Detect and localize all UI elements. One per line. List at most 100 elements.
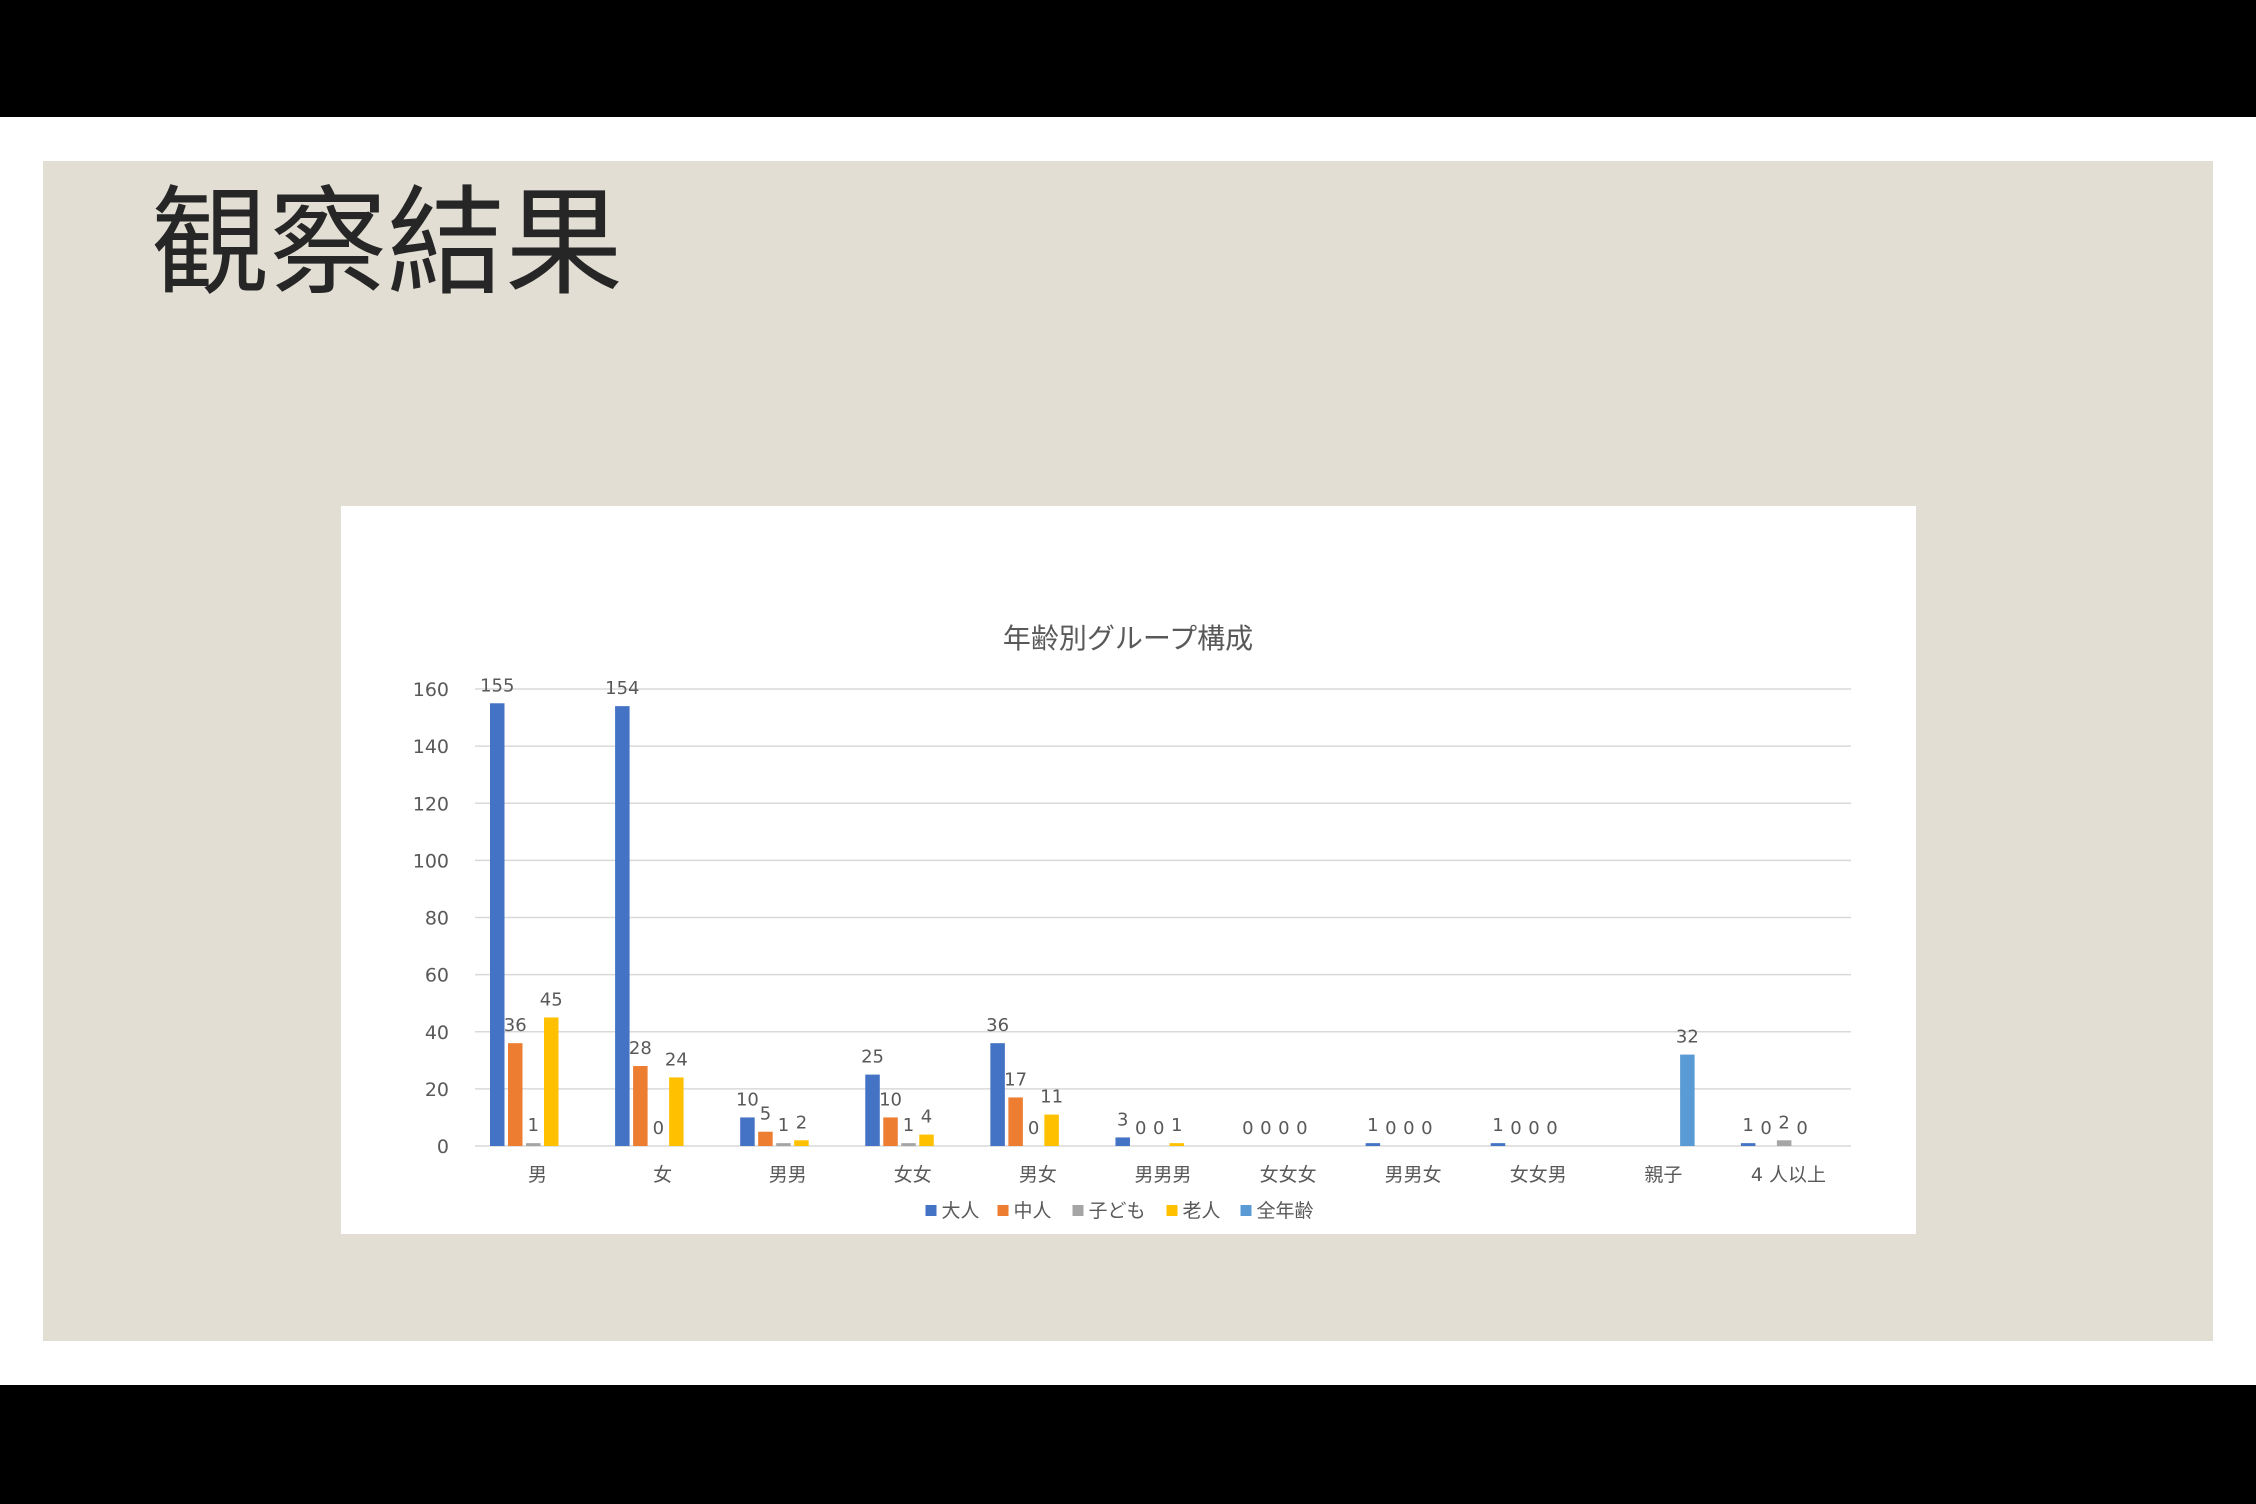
x-tick-label: 4 人以上 bbox=[1751, 1164, 1826, 1186]
bar bbox=[776, 1143, 791, 1146]
y-tick-label: 80 bbox=[425, 908, 449, 930]
bar bbox=[669, 1077, 684, 1146]
slide-title: 観察結果 bbox=[151, 174, 624, 312]
bar bbox=[1776, 1140, 1792, 1146]
data-label: 0 bbox=[1510, 1118, 1521, 1139]
bar bbox=[615, 706, 630, 1146]
data-label: 0 bbox=[1260, 1118, 1271, 1139]
data-label: 1 bbox=[1367, 1115, 1378, 1136]
data-label: 0 bbox=[1403, 1118, 1414, 1139]
bar bbox=[990, 1043, 1005, 1146]
data-label: 0 bbox=[1242, 1118, 1253, 1139]
bar bbox=[490, 703, 505, 1146]
data-label: 28 bbox=[629, 1038, 652, 1059]
bars bbox=[490, 703, 1792, 1146]
bar bbox=[633, 1066, 648, 1146]
legend-label: 全年齢 bbox=[1257, 1200, 1314, 1222]
y-tick-label: 40 bbox=[425, 1022, 449, 1044]
x-tick-label: 男男男 bbox=[1134, 1164, 1191, 1186]
data-label: 1 bbox=[1171, 1115, 1182, 1136]
data-label: 25 bbox=[861, 1047, 884, 1068]
legend-label: 中人 bbox=[1014, 1200, 1052, 1222]
x-tick-label: 女 bbox=[653, 1164, 672, 1186]
data-label: 1 bbox=[528, 1115, 539, 1136]
legend-swatch bbox=[1166, 1205, 1178, 1216]
y-tick-label: 160 bbox=[413, 679, 449, 701]
x-tick-label: 男男女 bbox=[1385, 1164, 1442, 1186]
x-tick-label: 親子 bbox=[1644, 1164, 1682, 1186]
bar bbox=[1490, 1143, 1506, 1146]
data-label: 0 bbox=[1153, 1118, 1164, 1139]
data-label: 0 bbox=[1546, 1118, 1557, 1139]
data-label: 155 bbox=[480, 675, 514, 696]
y-tick-label: 20 bbox=[425, 1079, 449, 1101]
bar bbox=[1008, 1097, 1023, 1146]
x-tick-label: 女女女 bbox=[1260, 1164, 1317, 1186]
data-label: 0 bbox=[1760, 1118, 1771, 1139]
x-tick-label: 男 bbox=[528, 1164, 547, 1186]
bar bbox=[1044, 1114, 1059, 1146]
bar bbox=[1169, 1143, 1184, 1146]
data-label: 0 bbox=[1028, 1118, 1039, 1139]
x-tick-label: 女女男 bbox=[1510, 1164, 1567, 1186]
data-label: 11 bbox=[1040, 1087, 1063, 1108]
data-label: 1 bbox=[903, 1115, 914, 1136]
data-label: 1 bbox=[1742, 1115, 1753, 1136]
bar bbox=[1115, 1137, 1130, 1146]
chart-panel: 年齢別グループ構成 0 20 40 60 80 100 120 140 160 155 36 1 45… bbox=[341, 506, 1916, 1234]
y-tick-label: 60 bbox=[425, 965, 449, 987]
data-label: 17 bbox=[1004, 1069, 1027, 1090]
data-label: 0 bbox=[1135, 1118, 1146, 1139]
data-label: 32 bbox=[1676, 1027, 1699, 1048]
data-label: 0 bbox=[1421, 1118, 1432, 1139]
bar bbox=[883, 1117, 898, 1146]
bar bbox=[794, 1140, 809, 1146]
data-label: 1 bbox=[778, 1115, 789, 1136]
data-label: 154 bbox=[605, 678, 639, 699]
y-axis-ticks: 0 20 40 60 80 100 120 140 160 bbox=[413, 679, 449, 1158]
x-axis-ticks: 男女男男 女女 男女 男男男 女女女 男男女 女女男 親子 4 人以上 bbox=[528, 1164, 1826, 1186]
data-label: 10 bbox=[736, 1089, 759, 1110]
bar bbox=[1365, 1143, 1381, 1146]
bar bbox=[901, 1143, 916, 1146]
data-label: 0 bbox=[1385, 1118, 1396, 1139]
data-label: 2 bbox=[1778, 1112, 1789, 1133]
data-label: 10 bbox=[879, 1089, 902, 1110]
data-label: 1 bbox=[1492, 1115, 1503, 1136]
y-tick-label: 0 bbox=[437, 1136, 449, 1158]
data-label: 0 bbox=[653, 1118, 664, 1139]
y-tick-label: 120 bbox=[413, 793, 449, 815]
data-label: 0 bbox=[1796, 1118, 1807, 1139]
bar bbox=[758, 1131, 773, 1146]
legend-swatch bbox=[1240, 1205, 1252, 1216]
legend-label: 大人 bbox=[942, 1200, 980, 1222]
legend-swatch bbox=[997, 1205, 1009, 1216]
legend-label: 子ども bbox=[1089, 1200, 1146, 1222]
bar bbox=[919, 1134, 934, 1146]
bar bbox=[508, 1043, 523, 1146]
data-label: 4 bbox=[921, 1107, 932, 1128]
data-label: 0 bbox=[1296, 1118, 1307, 1139]
y-tick-label: 100 bbox=[413, 850, 449, 872]
x-tick-label: 女女 bbox=[894, 1164, 932, 1186]
data-label: 2 bbox=[796, 1112, 807, 1133]
x-tick-label: 男男 bbox=[769, 1164, 807, 1186]
legend-swatch bbox=[925, 1205, 937, 1216]
legend: 大人 中人 子ども 老人 全年齢 bbox=[925, 1200, 1314, 1222]
chart-title: 年齢別グループ構成 bbox=[1003, 622, 1253, 655]
slide: 観察結果 年齢別グループ構成 0 20 40 60 80 100 120 140 160 155… bbox=[43, 161, 2213, 1341]
bar bbox=[1680, 1054, 1695, 1146]
bar bbox=[1740, 1143, 1756, 1146]
data-label: 36 bbox=[504, 1015, 527, 1036]
data-label: 36 bbox=[986, 1015, 1009, 1036]
data-label: 45 bbox=[540, 989, 563, 1010]
bar bbox=[526, 1143, 541, 1146]
data-label: 24 bbox=[665, 1049, 688, 1070]
data-label: 0 bbox=[1528, 1118, 1539, 1139]
x-tick-label: 男女 bbox=[1019, 1164, 1057, 1186]
legend-label: 老人 bbox=[1183, 1200, 1221, 1222]
y-tick-label: 140 bbox=[413, 736, 449, 758]
legend-swatch bbox=[1072, 1205, 1084, 1216]
